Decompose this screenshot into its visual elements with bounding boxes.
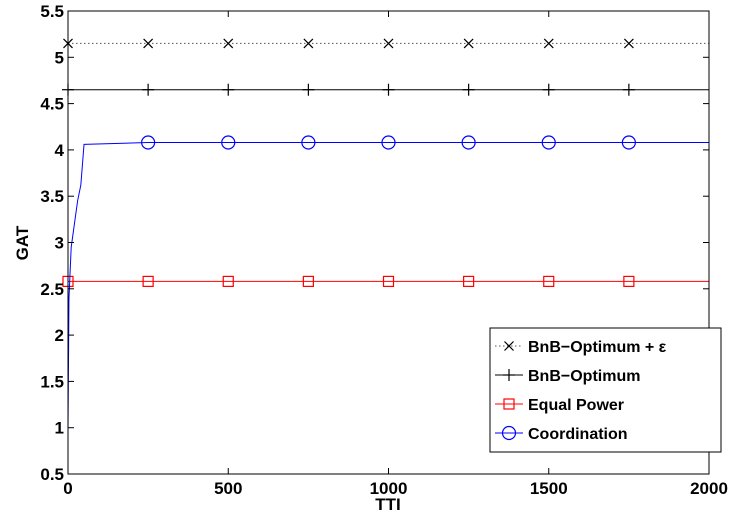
series-3-marker-1 — [141, 135, 156, 150]
x-tick-label-4: 2000 — [690, 479, 728, 498]
series-layer — [62, 38, 709, 430]
axes-layer: 0 500 1000 1500 2000 0.5 1 1.5 2 2.5 3 3.5 4 4.5 5 5.5 — [40, 2, 728, 498]
series-2-marker-5 — [463, 275, 475, 287]
y-tick-label-4: 2.5 — [40, 280, 64, 299]
legend-item-2-label: Equal Power — [528, 397, 624, 414]
series-2-marker-2-shape — [222, 275, 234, 287]
series-0 — [63, 38, 709, 49]
series-0-marker-1 — [143, 38, 154, 49]
series-2-marker-2 — [222, 275, 234, 287]
y-tick-label-6: 3.5 — [40, 187, 64, 206]
legend-item-0-marker-stroke — [504, 341, 514, 351]
legend-item-1-label: BnB−Optimum — [528, 368, 640, 385]
series-2-marker-6-shape — [543, 275, 555, 287]
legend-item-3-marker-shape — [501, 425, 517, 441]
series-3-marker-7 — [621, 135, 636, 150]
y-tick-label-7: 4 — [55, 141, 65, 160]
series-3-marker-5-shape — [461, 135, 476, 150]
series-0-marker-6-stroke — [543, 38, 554, 49]
series-2-marker-1 — [142, 275, 154, 287]
series-3-marker-3 — [301, 135, 316, 150]
series-0-marker-5 — [463, 38, 474, 49]
legend-item-2-marker — [503, 398, 515, 410]
series-1-marker-6 — [542, 83, 555, 96]
legend-item-0-label: BnB−Optimum + ε — [528, 339, 667, 356]
series-2-marker-4-shape — [382, 275, 395, 287]
legend-item-1-marker — [503, 369, 515, 381]
series-3-marker-7-shape — [621, 135, 636, 150]
series-1-marker-7 — [622, 83, 635, 96]
series-2-marker-6 — [543, 275, 555, 287]
series-0-marker-4-stroke — [383, 38, 394, 49]
y-tick-label-5: 3 — [55, 234, 64, 253]
y-tick-label-3: 2 — [55, 326, 64, 345]
legend-box — [489, 327, 722, 453]
series-2-marker-3-shape — [302, 275, 314, 287]
series-3-marker-1-shape — [141, 135, 156, 150]
x-axis-title: TTI — [375, 495, 401, 514]
series-1 — [62, 83, 709, 96]
legend-item-1: BnB−Optimum — [495, 368, 640, 385]
series-2-marker-4 — [382, 275, 395, 287]
series-1-marker-1 — [142, 83, 155, 96]
y-tick-label-10: 5.5 — [40, 2, 64, 21]
series-3-marker-3-shape — [301, 135, 316, 150]
series-3-marker-6 — [541, 135, 556, 150]
series-2-marker-7-shape — [623, 275, 635, 287]
series-1-marker-2 — [222, 83, 235, 96]
x-tick-label-2: 1000 — [370, 479, 408, 498]
series-2-marker-3 — [302, 275, 314, 287]
series-2-marker-1-shape — [142, 275, 154, 287]
y-tick-label-1: 1 — [55, 419, 64, 438]
series-0-marker-1-stroke — [143, 38, 154, 49]
series-2 — [62, 275, 709, 287]
series-3-marker-2-shape — [221, 135, 236, 150]
series-3-marker-4-shape — [381, 135, 396, 150]
legend-item-0-marker — [504, 341, 514, 351]
y-tick-label-2: 1.5 — [40, 372, 64, 391]
series-3-marker-2 — [221, 135, 236, 150]
x-tick-label-1: 500 — [214, 479, 242, 498]
legend-item-3: Coordination — [495, 425, 628, 443]
series-3-marker-4 — [381, 135, 396, 150]
x-tick-label-0: 0 — [63, 479, 72, 498]
series-0-marker-7-stroke — [623, 38, 634, 49]
series-0-marker-6 — [543, 38, 554, 49]
series-0-marker-2 — [223, 38, 234, 49]
x-tick-label-3: 1500 — [530, 479, 568, 498]
series-3 — [67, 135, 709, 430]
series-2-marker-5-shape — [463, 275, 475, 287]
y-tick-label-8: 4.5 — [40, 95, 64, 114]
series-3-marker-5 — [461, 135, 476, 150]
series-2-marker-7 — [623, 275, 635, 287]
series-0-marker-7 — [623, 38, 634, 49]
series-1-marker-3 — [302, 83, 315, 96]
series-0-marker-4 — [383, 38, 394, 49]
series-1-marker-5 — [462, 83, 475, 96]
legend-item-3-label: Coordination — [528, 426, 628, 443]
series-0-marker-5-stroke — [463, 38, 474, 49]
series-3-line — [67, 141, 709, 430]
y-tick-label-0: 0.5 — [40, 465, 64, 484]
series-3-marker-6-shape — [541, 135, 556, 150]
series-0-marker-3 — [303, 38, 314, 49]
series-1-marker-4 — [382, 83, 395, 96]
series-0-marker-2-stroke — [223, 38, 234, 49]
legend: BnB−Optimum + ε BnB−Optimum Equal Power Coo… — [489, 327, 722, 453]
legend-item-3-marker — [501, 425, 517, 441]
legend-item-0: BnB−Optimum + ε — [495, 339, 667, 356]
y-tick-label-9: 5 — [55, 48, 64, 67]
legend-item-2-marker-shape — [503, 398, 515, 410]
y-axis-title: GAT — [13, 225, 32, 260]
series-0-marker-3-stroke — [303, 38, 314, 49]
legend-item-2: Equal Power — [495, 397, 624, 414]
